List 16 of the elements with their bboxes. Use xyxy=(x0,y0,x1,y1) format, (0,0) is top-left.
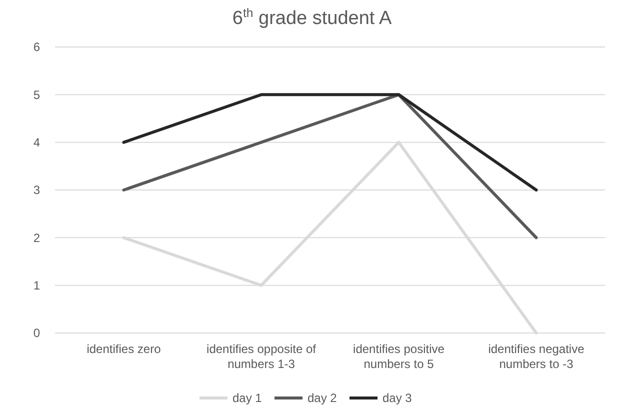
y-tick-label: 6 xyxy=(33,40,40,54)
y-tick-label: 3 xyxy=(33,183,40,198)
x-tick-label: identifies zero xyxy=(86,342,162,356)
y-tick-label: 2 xyxy=(33,230,40,245)
y-tick-label: 4 xyxy=(33,136,40,150)
x-tick-label: identifies negative numbers to -3 xyxy=(488,342,585,371)
y-tick-label: 1 xyxy=(33,278,40,293)
x-tick-label: identifies positive numbers to 5 xyxy=(353,342,445,371)
y-tick-label: 0 xyxy=(33,326,40,340)
legend-label: day 2 xyxy=(308,391,338,406)
y-tick-label: 5 xyxy=(33,88,40,102)
chart-title: 6$^{th}$ grade student A xyxy=(232,6,392,29)
line-series xyxy=(122,93,538,240)
x-tick-label: identifies opposite of numbers 1-3 xyxy=(206,342,317,371)
legend-label: day 3 xyxy=(382,391,412,406)
legend-label: day 1 xyxy=(232,391,262,406)
